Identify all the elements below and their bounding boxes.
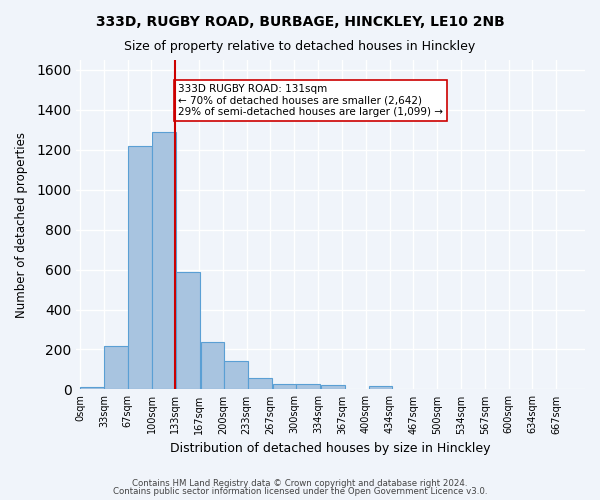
Bar <box>224 362 248 390</box>
Bar <box>272 384 296 390</box>
Bar <box>321 386 345 390</box>
Bar <box>128 146 152 390</box>
Text: Contains HM Land Registry data © Crown copyright and database right 2024.: Contains HM Land Registry data © Crown c… <box>132 478 468 488</box>
Text: Contains public sector information licensed under the Open Government Licence v3: Contains public sector information licen… <box>113 487 487 496</box>
Text: Size of property relative to detached houses in Hinckley: Size of property relative to detached ho… <box>124 40 476 53</box>
X-axis label: Distribution of detached houses by size in Hinckley: Distribution of detached houses by size … <box>170 442 491 455</box>
Y-axis label: Number of detached properties: Number of detached properties <box>15 132 28 318</box>
Bar <box>200 342 224 390</box>
Bar <box>104 346 128 390</box>
Bar <box>152 132 176 390</box>
Bar <box>176 272 200 390</box>
Text: 333D, RUGBY ROAD, BURBAGE, HINCKLEY, LE10 2NB: 333D, RUGBY ROAD, BURBAGE, HINCKLEY, LE1… <box>95 15 505 29</box>
Bar <box>296 384 320 390</box>
Bar <box>248 378 272 390</box>
Bar <box>368 386 392 390</box>
Bar <box>80 388 104 390</box>
Text: 333D RUGBY ROAD: 131sqm
← 70% of detached houses are smaller (2,642)
29% of semi: 333D RUGBY ROAD: 131sqm ← 70% of detache… <box>178 84 443 117</box>
